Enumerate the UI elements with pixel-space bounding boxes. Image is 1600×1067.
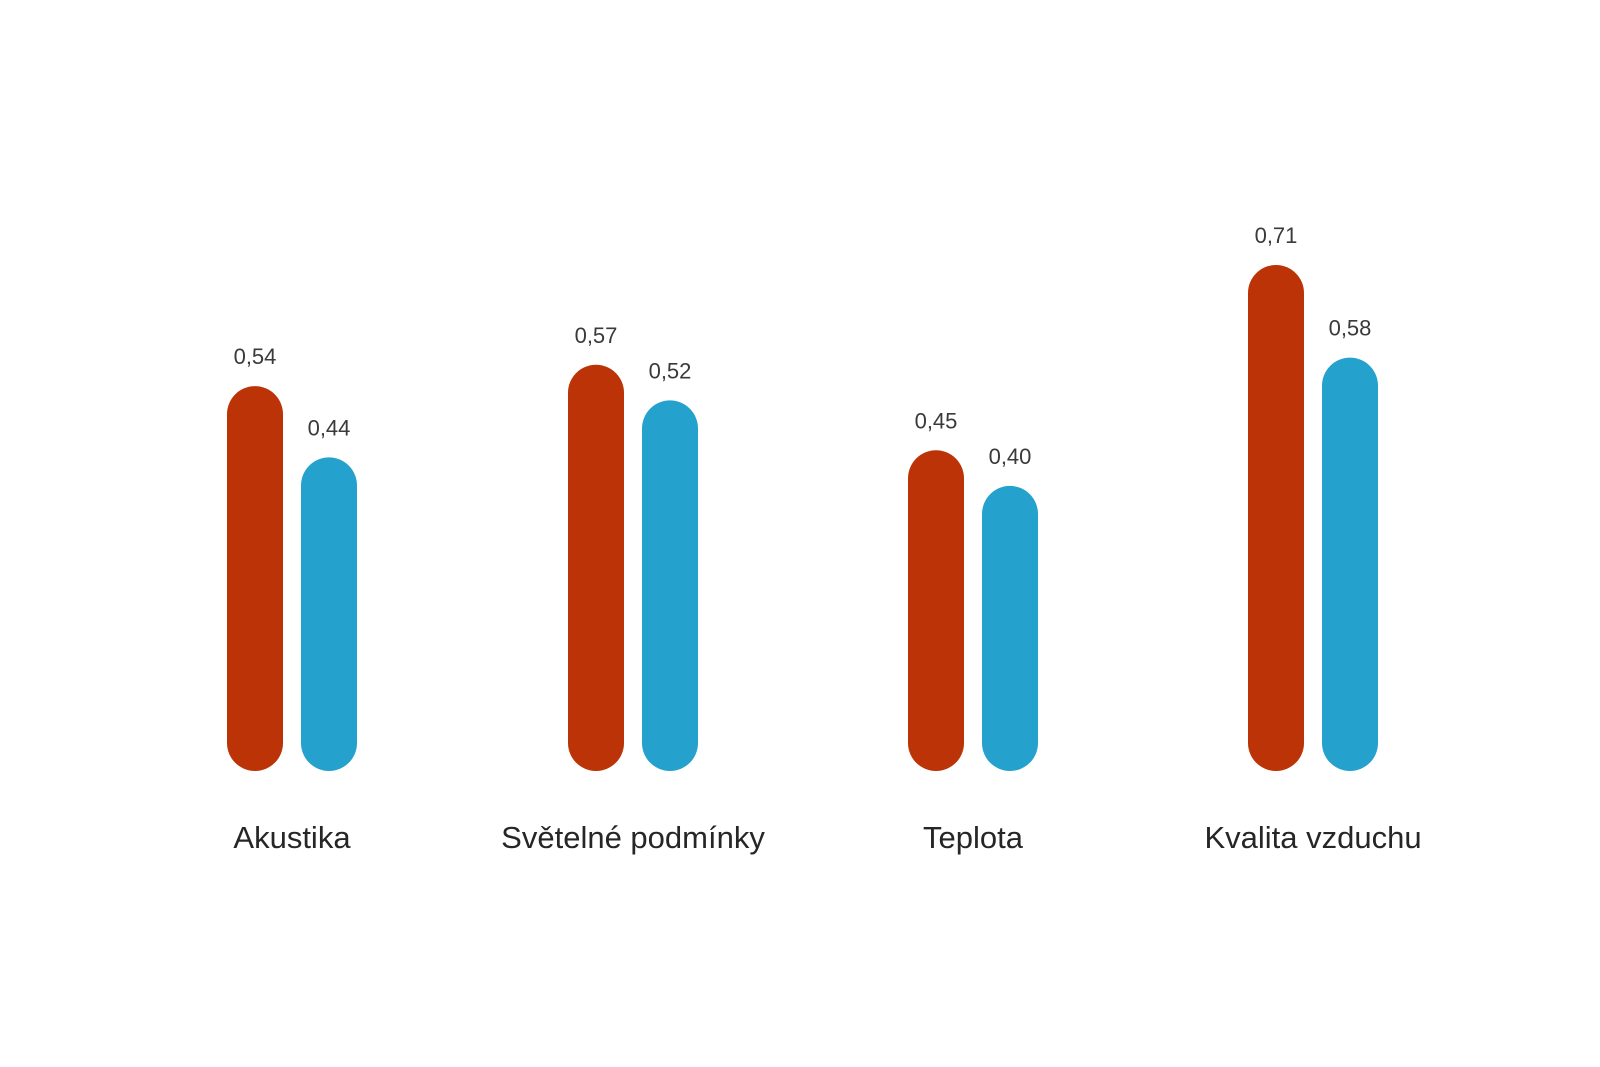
category-label-0: Akustika bbox=[233, 820, 351, 855]
bar-2-series-1 bbox=[982, 485, 1038, 771]
bar-0-series-1 bbox=[301, 457, 357, 771]
value-label-2-series-1: 0,40 bbox=[989, 444, 1032, 469]
value-label-3-series-0: 0,71 bbox=[1255, 223, 1298, 248]
value-label-0-series-0: 0,54 bbox=[234, 344, 277, 369]
bars-layer bbox=[227, 265, 1378, 771]
bar-1-series-1 bbox=[642, 400, 698, 771]
bar-3-series-1 bbox=[1322, 357, 1378, 771]
value-label-1-series-1: 0,52 bbox=[649, 358, 692, 383]
bar-0-series-0 bbox=[227, 386, 283, 771]
value-label-1-series-0: 0,57 bbox=[575, 323, 618, 348]
category-label-2: Teplota bbox=[923, 820, 1024, 855]
category-labels-layer: Akustika Světelné podmínky Teplota Kvalita … bbox=[233, 820, 1421, 855]
value-label-0-series-1: 0,44 bbox=[308, 415, 351, 440]
value-label-2-series-0: 0,45 bbox=[915, 408, 958, 433]
bar-3-series-0 bbox=[1248, 265, 1304, 771]
category-label-3: Kvalita vzduchu bbox=[1204, 820, 1421, 855]
bar-2-series-0 bbox=[908, 450, 964, 771]
bar-1-series-0 bbox=[568, 364, 624, 771]
category-label-1: Světelné podmínky bbox=[501, 820, 765, 855]
value-label-3-series-1: 0,58 bbox=[1329, 316, 1372, 341]
value-labels-layer: 0,54 0,44 0,57 0,52 0,45 0,40 0,71 0,58 bbox=[234, 223, 1372, 469]
